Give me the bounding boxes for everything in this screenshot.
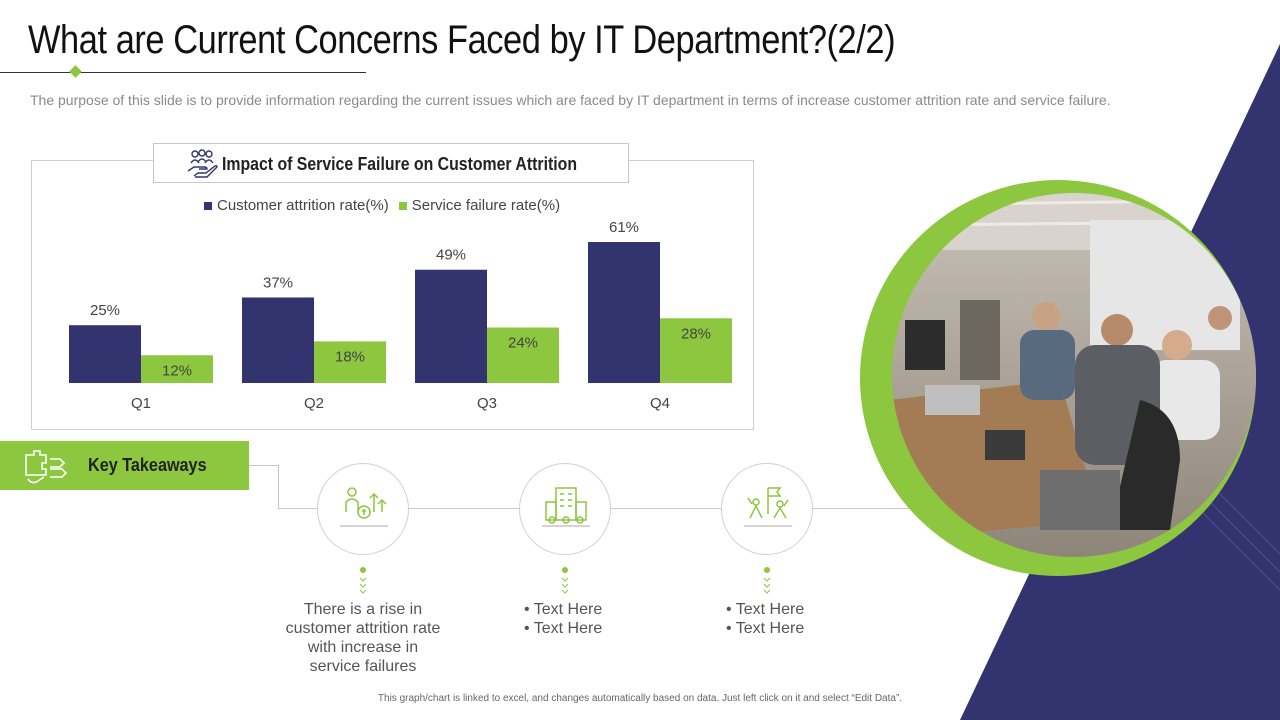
bullet-item: Text Here — [524, 600, 602, 619]
chart-title: Impact of Service Failure on Customer At… — [222, 154, 577, 174]
data-label-service-failure-q2: 18% — [335, 348, 365, 365]
legend-item-service-failure: Service failure rate(%) — [398, 197, 561, 214]
connector-vertical — [278, 465, 279, 509]
x-tick-label-q3: Q3 — [477, 395, 497, 412]
page-title: What are Current Concerns Faced by IT De… — [28, 18, 896, 62]
legend-item-attrition: Customer attrition rate(%) — [204, 197, 389, 214]
data-label-attrition-q3: 49% — [436, 247, 466, 264]
data-label-attrition-q4: 61% — [609, 219, 639, 236]
takeaway-circle-1 — [317, 463, 409, 555]
data-label-service-failure-q1: 12% — [162, 362, 192, 379]
bar-attrition-q3 — [415, 269, 487, 383]
office-building-icon — [542, 487, 590, 527]
legend-label-service-failure: Service failure rate(%) — [411, 197, 561, 214]
x-tick-label-q4: Q4 — [650, 395, 670, 412]
page-subtitle: The purpose of this slide is to provide … — [30, 92, 1111, 108]
bar-attrition-q1 — [69, 325, 141, 383]
takeaway-text-1: There is a rise in customer attrition ra… — [285, 601, 441, 675]
legend-swatch-service-failure — [398, 201, 407, 210]
team-flag-icon — [744, 487, 792, 527]
dots-connector-2 — [561, 567, 569, 594]
takeaway-circle-3 — [721, 463, 813, 555]
chart-legend: Customer attrition rate(%) Service failu… — [204, 197, 560, 214]
bar-service-failure-q3 — [487, 327, 559, 383]
hand-puzzle-icon — [25, 450, 68, 484]
people-hand-icon — [187, 149, 218, 178]
takeaway-circle-2 — [519, 463, 611, 555]
key-takeaways-banner: Key Takeaways — [0, 441, 249, 490]
bar-attrition-q2 — [242, 297, 314, 383]
takeaway-bullets-3: Text Here Text Here — [726, 600, 804, 638]
x-tick-label-q1: Q1 — [131, 395, 151, 412]
bar-service-failure-q2 — [314, 341, 386, 383]
bullet-item: Text Here — [726, 619, 804, 638]
legend-label-attrition: Customer attrition rate(%) — [217, 197, 389, 214]
bullet-item: Text Here — [524, 619, 602, 638]
legend-swatch-attrition — [204, 201, 212, 210]
footnote: This graph/chart is linked to excel, and… — [377, 693, 903, 704]
title-underline — [0, 72, 366, 73]
data-label-service-failure-q4: 28% — [681, 325, 711, 342]
bar-service-failure-q4 — [660, 318, 732, 383]
bar-service-failure-q1 — [141, 355, 213, 383]
bar-attrition-q4 — [588, 242, 660, 383]
data-label-attrition-q1: 25% — [90, 302, 120, 319]
dots-connector-1 — [359, 567, 367, 594]
x-tick-label-q2: Q2 — [304, 395, 324, 412]
data-label-service-failure-q3: 24% — [508, 335, 538, 352]
key-takeaways-label: Key Takeaways — [88, 455, 207, 475]
connector-horizontal-1 — [249, 465, 279, 466]
bullet-item: Text Here — [726, 600, 804, 619]
chart-title-box: Impact of Service Failure on Customer At… — [153, 143, 629, 183]
people-money-growth-icon — [340, 487, 388, 527]
dots-connector-3 — [763, 567, 771, 594]
data-label-attrition-q2: 37% — [263, 274, 293, 291]
takeaway-bullets-2: Text Here Text Here — [524, 600, 602, 638]
